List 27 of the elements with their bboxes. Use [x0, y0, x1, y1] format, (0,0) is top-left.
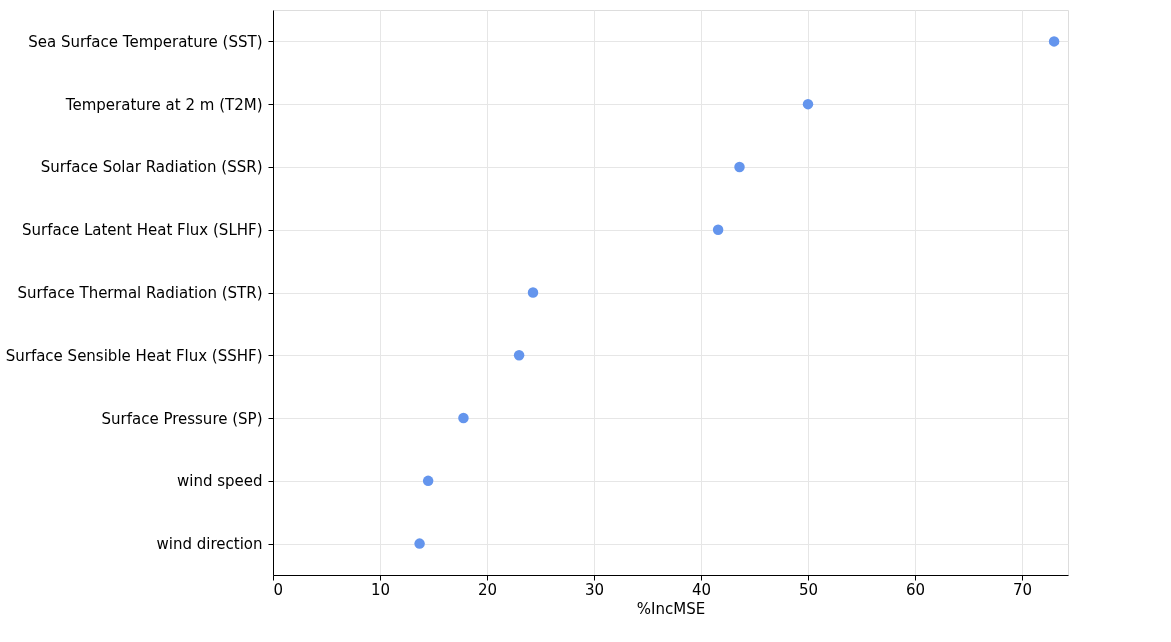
point: [712, 224, 724, 235]
y-tick-label: Surface Pressure (SP): [101, 409, 263, 428]
y-tick-label: Temperature at 2 m (T2M): [64, 95, 263, 114]
x-tick-label: 70: [1012, 580, 1033, 599]
point: [414, 538, 425, 549]
point: [458, 412, 469, 424]
y-tick-label: wind direction: [156, 535, 263, 554]
x-tick-label: 30: [584, 580, 605, 599]
y-tick-label: Surface Thermal Radiation (STR): [17, 284, 263, 302]
x-tick-label: 60: [905, 580, 926, 599]
y-tick-label: Surface Latent Heat Flux (SLHF): [21, 221, 263, 240]
point: [513, 350, 525, 361]
y-tick-label: wind speed: [176, 472, 263, 491]
x-tick-label: 0: [273, 580, 284, 599]
x-axis-title: %IncMSE: [636, 599, 706, 618]
point: [422, 475, 434, 487]
x-tick-label: 20: [477, 580, 498, 599]
x-tick-label: 40: [691, 580, 712, 599]
point: [734, 161, 745, 173]
y-tick-label: Surface Solar Radiation (SSR): [40, 158, 263, 177]
point: [802, 98, 814, 110]
point: [1048, 36, 1060, 47]
y-tick-label: Surface Sensible Heat Flux (SSHF): [5, 346, 263, 365]
x-tick-label: 50: [798, 580, 819, 599]
point: [527, 287, 539, 298]
y-tick-label: Sea Surface Temperature (SST): [28, 32, 263, 51]
x-tick-label: 10: [370, 580, 391, 599]
